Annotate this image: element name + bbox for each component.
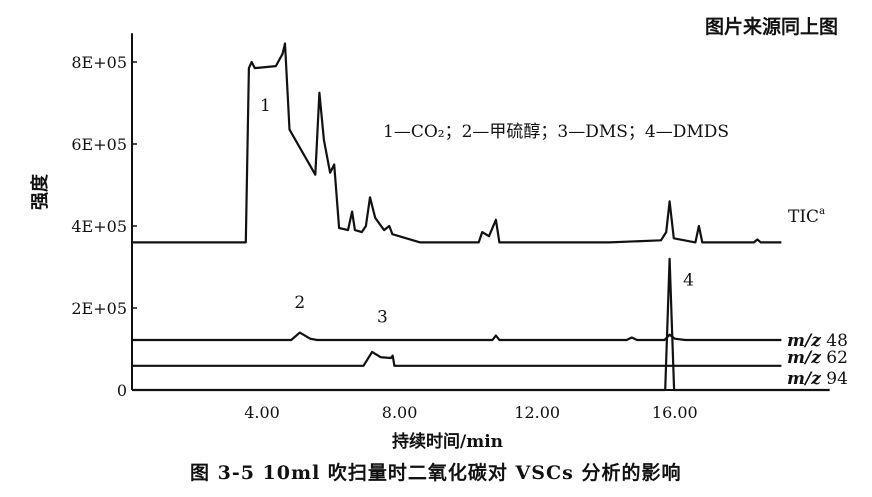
series-label-tic: TICa bbox=[788, 206, 825, 227]
x-tick-label: 16.00 bbox=[652, 403, 698, 422]
series-line-3 bbox=[132, 257, 830, 392]
series-line-0 bbox=[132, 42, 782, 244]
axes: 0 2E+05 4E+05 6E+05 8E+05 4.00 8.00 12.00 16.00 bbox=[71, 33, 830, 422]
x-axis-label: 持续时间/min bbox=[392, 431, 503, 452]
series-group bbox=[132, 42, 830, 392]
series-label-mz: m/z 48 bbox=[787, 331, 848, 351]
series-line-2 bbox=[132, 350, 782, 367]
series-label-mz: m/z 62 bbox=[787, 348, 848, 368]
peak-label-4: 4 bbox=[683, 270, 694, 290]
x-tick-label: 12.00 bbox=[514, 403, 560, 422]
y-tick-label: 2E+05 bbox=[71, 299, 127, 318]
y-axis-label: 强度 bbox=[29, 173, 51, 210]
labels-group: TICa m/z 48m/z 62m/z 94 1 2 3 4 bbox=[260, 96, 848, 389]
y-tick-label: 8E+05 bbox=[71, 53, 127, 72]
peak-label-2: 2 bbox=[294, 293, 305, 313]
series-label-tic-sup: a bbox=[819, 206, 825, 217]
peak-label-1: 1 bbox=[260, 96, 271, 116]
peak-label-3: 3 bbox=[377, 307, 388, 327]
y-tick-label: 4E+05 bbox=[71, 217, 127, 236]
figure-caption: 图 3-5 10ml 吹扫量时二氧化碳对 VSCs 分析的影响 bbox=[190, 462, 682, 484]
source-note: 图片来源同上图 bbox=[704, 16, 838, 38]
y-tick-label: 6E+05 bbox=[71, 135, 127, 154]
series-label-mz: m/z 94 bbox=[787, 369, 848, 389]
legend-text: 1—CO₂；2—甲硫醇；3—DMS；4—DMDS bbox=[383, 122, 729, 142]
x-tick-label: 4.00 bbox=[244, 403, 280, 422]
x-tick-label: 8.00 bbox=[382, 403, 418, 422]
y-tick-label: 0 bbox=[117, 381, 127, 400]
series-line-1 bbox=[132, 331, 782, 342]
